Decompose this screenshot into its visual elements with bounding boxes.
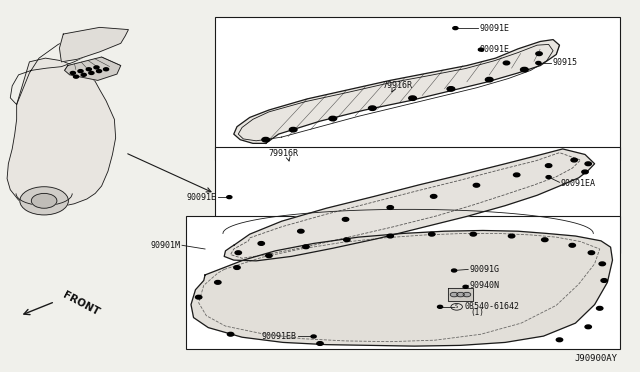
Circle shape bbox=[463, 285, 468, 288]
Polygon shape bbox=[7, 58, 116, 208]
Text: 90940N: 90940N bbox=[469, 281, 499, 290]
Circle shape bbox=[104, 68, 109, 71]
Circle shape bbox=[536, 61, 541, 64]
Circle shape bbox=[520, 67, 528, 72]
Circle shape bbox=[344, 238, 350, 241]
Circle shape bbox=[227, 196, 232, 199]
Circle shape bbox=[89, 71, 94, 74]
Circle shape bbox=[195, 295, 202, 299]
Text: J90900AY: J90900AY bbox=[574, 354, 617, 363]
Circle shape bbox=[470, 232, 476, 236]
Circle shape bbox=[599, 262, 605, 266]
Polygon shape bbox=[234, 39, 559, 143]
Circle shape bbox=[289, 128, 297, 132]
Bar bbox=[214, 147, 620, 253]
Circle shape bbox=[298, 230, 304, 233]
Circle shape bbox=[585, 162, 591, 166]
Circle shape bbox=[473, 183, 479, 187]
Text: 90091E: 90091E bbox=[186, 193, 216, 202]
Circle shape bbox=[503, 61, 509, 65]
Text: 90915: 90915 bbox=[552, 58, 577, 67]
Circle shape bbox=[258, 241, 264, 245]
Circle shape bbox=[601, 279, 607, 282]
Polygon shape bbox=[65, 57, 121, 80]
Circle shape bbox=[546, 176, 551, 179]
Circle shape bbox=[369, 106, 376, 110]
Circle shape bbox=[342, 218, 349, 221]
Circle shape bbox=[463, 292, 470, 297]
Circle shape bbox=[541, 238, 548, 241]
Circle shape bbox=[70, 71, 76, 74]
Circle shape bbox=[311, 335, 316, 338]
Circle shape bbox=[453, 27, 458, 30]
Circle shape bbox=[569, 243, 575, 247]
Text: 08540-61642: 08540-61642 bbox=[465, 302, 519, 311]
Circle shape bbox=[94, 66, 99, 69]
Text: S: S bbox=[455, 304, 458, 310]
Circle shape bbox=[387, 206, 394, 209]
Circle shape bbox=[97, 70, 102, 73]
Circle shape bbox=[429, 232, 435, 236]
Circle shape bbox=[545, 164, 552, 167]
Circle shape bbox=[438, 305, 443, 308]
Circle shape bbox=[536, 52, 542, 55]
Polygon shape bbox=[191, 231, 612, 346]
Circle shape bbox=[478, 48, 483, 51]
Circle shape bbox=[431, 195, 437, 198]
Text: 90091G: 90091G bbox=[469, 265, 499, 274]
Text: FRONT: FRONT bbox=[61, 290, 101, 318]
Circle shape bbox=[596, 307, 603, 310]
Circle shape bbox=[227, 333, 234, 336]
Circle shape bbox=[317, 341, 323, 345]
Circle shape bbox=[571, 158, 577, 162]
Text: 90901M: 90901M bbox=[151, 241, 180, 250]
Circle shape bbox=[409, 96, 417, 100]
Circle shape bbox=[235, 251, 241, 254]
Circle shape bbox=[74, 75, 79, 78]
Circle shape bbox=[513, 173, 520, 177]
Text: 90091E: 90091E bbox=[479, 23, 509, 33]
Circle shape bbox=[20, 187, 68, 215]
Circle shape bbox=[86, 68, 92, 71]
Circle shape bbox=[214, 280, 221, 284]
Polygon shape bbox=[448, 288, 473, 301]
Circle shape bbox=[234, 266, 240, 269]
Bar bbox=[186, 216, 620, 349]
Circle shape bbox=[588, 251, 595, 254]
Polygon shape bbox=[60, 28, 129, 62]
Circle shape bbox=[78, 70, 83, 73]
Text: 90091EB: 90091EB bbox=[261, 332, 296, 341]
Text: 90091E: 90091E bbox=[479, 45, 509, 54]
Text: 90091EA: 90091EA bbox=[561, 179, 596, 188]
Circle shape bbox=[266, 254, 272, 257]
Circle shape bbox=[556, 338, 563, 341]
Bar bbox=[214, 17, 620, 160]
Polygon shape bbox=[224, 149, 595, 261]
Circle shape bbox=[387, 234, 394, 238]
Circle shape bbox=[452, 269, 457, 272]
Circle shape bbox=[457, 292, 465, 297]
Text: 79916R: 79916R bbox=[269, 149, 299, 158]
Circle shape bbox=[451, 292, 458, 297]
Circle shape bbox=[303, 245, 309, 248]
Text: 79916R: 79916R bbox=[383, 81, 413, 90]
Circle shape bbox=[447, 87, 455, 91]
Circle shape bbox=[31, 193, 57, 208]
Circle shape bbox=[262, 137, 269, 142]
Circle shape bbox=[81, 73, 86, 76]
Circle shape bbox=[582, 170, 588, 174]
Text: (1): (1) bbox=[470, 308, 484, 317]
Circle shape bbox=[585, 325, 591, 329]
Circle shape bbox=[508, 234, 515, 238]
Circle shape bbox=[485, 77, 493, 82]
Circle shape bbox=[329, 116, 337, 121]
